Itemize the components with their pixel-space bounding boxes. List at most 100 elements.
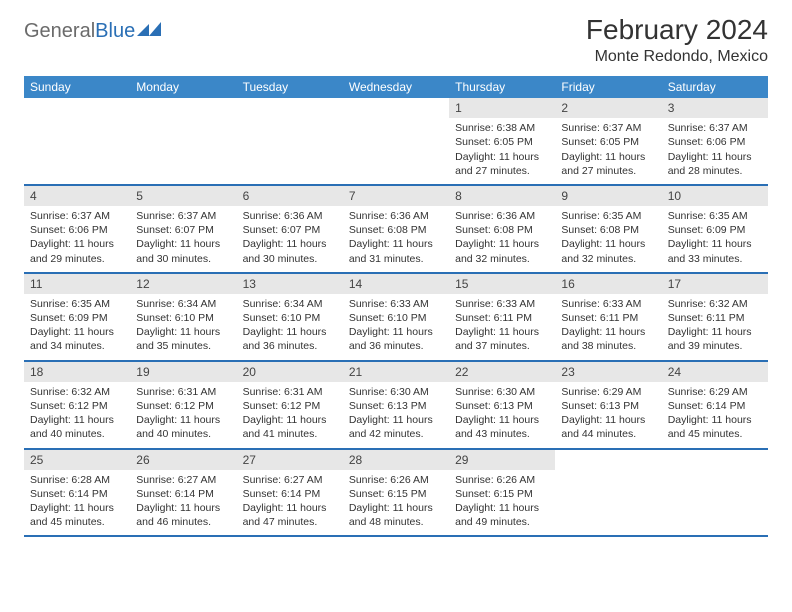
daylight-text: Daylight: 11 hours and 32 minutes. [561, 237, 655, 265]
sunset-text: Sunset: 6:09 PM [668, 223, 762, 237]
daynum: 19 [130, 362, 236, 382]
daylight-text: Daylight: 11 hours and 29 minutes. [30, 237, 124, 265]
daylight-text: Daylight: 11 hours and 45 minutes. [30, 501, 124, 529]
daynum: 15 [449, 274, 555, 294]
daylight-text: Daylight: 11 hours and 48 minutes. [349, 501, 443, 529]
calendar-cell: 9Sunrise: 6:35 AMSunset: 6:08 PMDaylight… [555, 186, 661, 272]
logo-text-blue: Blue [95, 20, 135, 43]
calendar-cell: 2Sunrise: 6:37 AMSunset: 6:05 PMDaylight… [555, 98, 661, 184]
cell-body: Sunrise: 6:34 AMSunset: 6:10 PMDaylight:… [130, 294, 236, 360]
sunset-text: Sunset: 6:06 PM [668, 135, 762, 149]
calendar-cell: 25Sunrise: 6:28 AMSunset: 6:14 PMDayligh… [24, 450, 130, 536]
sunset-text: Sunset: 6:10 PM [349, 311, 443, 325]
sunset-text: Sunset: 6:10 PM [243, 311, 337, 325]
title-block: February 2024 Monte Redondo, Mexico [586, 14, 768, 66]
cell-body: Sunrise: 6:31 AMSunset: 6:12 PMDaylight:… [237, 382, 343, 448]
sunrise-text: Sunrise: 6:31 AM [243, 385, 337, 399]
sunrise-text: Sunrise: 6:38 AM [455, 121, 549, 135]
daynum: 9 [555, 186, 661, 206]
sunset-text: Sunset: 6:09 PM [30, 311, 124, 325]
cell-body: Sunrise: 6:36 AMSunset: 6:08 PMDaylight:… [449, 206, 555, 272]
daylight-text: Daylight: 11 hours and 40 minutes. [136, 413, 230, 441]
sunrise-text: Sunrise: 6:27 AM [136, 473, 230, 487]
sunset-text: Sunset: 6:08 PM [561, 223, 655, 237]
calendar-cell: 19Sunrise: 6:31 AMSunset: 6:12 PMDayligh… [130, 362, 236, 448]
sunset-text: Sunset: 6:07 PM [136, 223, 230, 237]
calendar-cell: 5Sunrise: 6:37 AMSunset: 6:07 PMDaylight… [130, 186, 236, 272]
cell-body: Sunrise: 6:37 AMSunset: 6:06 PMDaylight:… [662, 118, 768, 184]
daynum: 11 [24, 274, 130, 294]
logo-text-gray: General [24, 20, 95, 43]
daylight-text: Daylight: 11 hours and 27 minutes. [455, 150, 549, 178]
daynum: 12 [130, 274, 236, 294]
calendar-cell: 21Sunrise: 6:30 AMSunset: 6:13 PMDayligh… [343, 362, 449, 448]
cell-body: Sunrise: 6:26 AMSunset: 6:15 PMDaylight:… [449, 470, 555, 536]
calendar: Sunday Monday Tuesday Wednesday Thursday… [24, 76, 768, 537]
calendar-cell-empty [130, 98, 236, 184]
daynum: 26 [130, 450, 236, 470]
calendar-cell: 4Sunrise: 6:37 AMSunset: 6:06 PMDaylight… [24, 186, 130, 272]
logo-mark-icon [137, 20, 163, 43]
calendar-cell: 18Sunrise: 6:32 AMSunset: 6:12 PMDayligh… [24, 362, 130, 448]
calendar-cell: 22Sunrise: 6:30 AMSunset: 6:13 PMDayligh… [449, 362, 555, 448]
daynum: 24 [662, 362, 768, 382]
daylight-text: Daylight: 11 hours and 31 minutes. [349, 237, 443, 265]
sunset-text: Sunset: 6:14 PM [243, 487, 337, 501]
sunset-text: Sunset: 6:15 PM [455, 487, 549, 501]
sunset-text: Sunset: 6:07 PM [243, 223, 337, 237]
logo: GeneralBlue [24, 20, 163, 43]
calendar-cell: 13Sunrise: 6:34 AMSunset: 6:10 PMDayligh… [237, 274, 343, 360]
sunset-text: Sunset: 6:12 PM [30, 399, 124, 413]
daylight-text: Daylight: 11 hours and 30 minutes. [243, 237, 337, 265]
calendar-cell: 3Sunrise: 6:37 AMSunset: 6:06 PMDaylight… [662, 98, 768, 184]
daynum: 3 [662, 98, 768, 118]
cell-body: Sunrise: 6:35 AMSunset: 6:08 PMDaylight:… [555, 206, 661, 272]
cell-body: Sunrise: 6:28 AMSunset: 6:14 PMDaylight:… [24, 470, 130, 536]
sunrise-text: Sunrise: 6:26 AM [455, 473, 549, 487]
sunset-text: Sunset: 6:12 PM [243, 399, 337, 413]
daylight-text: Daylight: 11 hours and 38 minutes. [561, 325, 655, 353]
sunset-text: Sunset: 6:12 PM [136, 399, 230, 413]
cell-body: Sunrise: 6:30 AMSunset: 6:13 PMDaylight:… [449, 382, 555, 448]
cell-body: Sunrise: 6:37 AMSunset: 6:06 PMDaylight:… [24, 206, 130, 272]
sunrise-text: Sunrise: 6:37 AM [136, 209, 230, 223]
daynum: 1 [449, 98, 555, 118]
daylight-text: Daylight: 11 hours and 45 minutes. [668, 413, 762, 441]
cell-body: Sunrise: 6:33 AMSunset: 6:11 PMDaylight:… [449, 294, 555, 360]
sunset-text: Sunset: 6:08 PM [455, 223, 549, 237]
sunrise-text: Sunrise: 6:32 AM [30, 385, 124, 399]
sunrise-text: Sunrise: 6:33 AM [561, 297, 655, 311]
daynum: 7 [343, 186, 449, 206]
daylight-text: Daylight: 11 hours and 46 minutes. [136, 501, 230, 529]
sunrise-text: Sunrise: 6:29 AM [561, 385, 655, 399]
dow-sunday: Sunday [24, 76, 130, 98]
cell-body: Sunrise: 6:31 AMSunset: 6:12 PMDaylight:… [130, 382, 236, 448]
cell-body: Sunrise: 6:26 AMSunset: 6:15 PMDaylight:… [343, 470, 449, 536]
dow-row: Sunday Monday Tuesday Wednesday Thursday… [24, 76, 768, 98]
dow-tuesday: Tuesday [237, 76, 343, 98]
sunset-text: Sunset: 6:14 PM [136, 487, 230, 501]
daylight-text: Daylight: 11 hours and 34 minutes. [30, 325, 124, 353]
daynum: 28 [343, 450, 449, 470]
calendar-cell: 14Sunrise: 6:33 AMSunset: 6:10 PMDayligh… [343, 274, 449, 360]
daynum: 5 [130, 186, 236, 206]
daynum: 6 [237, 186, 343, 206]
sunset-text: Sunset: 6:13 PM [455, 399, 549, 413]
daylight-text: Daylight: 11 hours and 37 minutes. [455, 325, 549, 353]
daylight-text: Daylight: 11 hours and 35 minutes. [136, 325, 230, 353]
calendar-cell: 16Sunrise: 6:33 AMSunset: 6:11 PMDayligh… [555, 274, 661, 360]
daynum: 22 [449, 362, 555, 382]
location-label: Monte Redondo, Mexico [586, 48, 768, 66]
daynum: 4 [24, 186, 130, 206]
calendar-cell: 6Sunrise: 6:36 AMSunset: 6:07 PMDaylight… [237, 186, 343, 272]
daynum: 10 [662, 186, 768, 206]
cell-body: Sunrise: 6:33 AMSunset: 6:10 PMDaylight:… [343, 294, 449, 360]
sunset-text: Sunset: 6:14 PM [30, 487, 124, 501]
daylight-text: Daylight: 11 hours and 36 minutes. [243, 325, 337, 353]
daynum: 8 [449, 186, 555, 206]
daylight-text: Daylight: 11 hours and 40 minutes. [30, 413, 124, 441]
cell-body: Sunrise: 6:36 AMSunset: 6:07 PMDaylight:… [237, 206, 343, 272]
daylight-text: Daylight: 11 hours and 47 minutes. [243, 501, 337, 529]
dow-thursday: Thursday [449, 76, 555, 98]
calendar-cell-empty [24, 98, 130, 184]
